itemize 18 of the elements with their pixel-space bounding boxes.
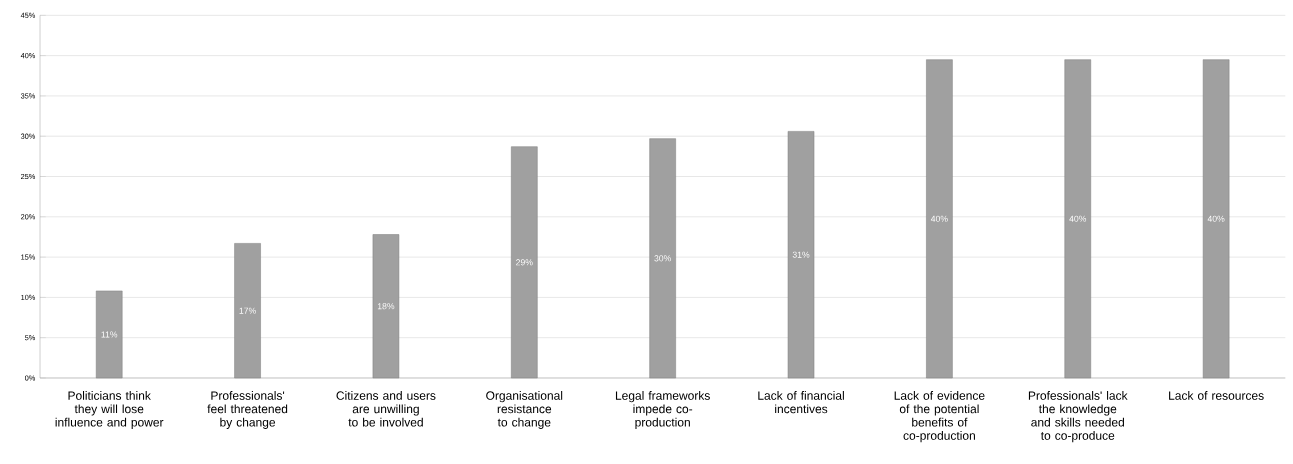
data-label: 29% <box>516 259 533 266</box>
data-label: 40% <box>1207 215 1225 222</box>
data-label: 18% <box>377 303 395 310</box>
x-tick-label: Professionals' feel threatened by change <box>207 391 288 429</box>
x-tick-label: Legal frameworks impede co-production <box>615 391 710 429</box>
x-tick-label: Citizens and users are unwilling to be involved <box>336 391 436 427</box>
x-tick-label: Lack of financial incentives <box>758 391 844 414</box>
data-label: 40% <box>930 215 948 222</box>
x-tick-label: Lack of resources <box>1169 391 1264 400</box>
data-label: 40% <box>1069 215 1087 222</box>
data-label: 30% <box>654 255 672 262</box>
x-tick-label: Professionals' lack the knowledge and skills needed to co-produce <box>1028 391 1128 443</box>
x-tick-label: Organisational resistance to change <box>486 391 563 429</box>
x-tick-label: Lack of evidence of the potential benefits of co-production <box>894 391 985 443</box>
data-label: 11% <box>101 331 118 338</box>
data-label: 31% <box>792 251 810 258</box>
x-tick-label: Politicians think they will lose influence and power <box>55 391 164 429</box>
data-label: 17% <box>239 307 256 314</box>
